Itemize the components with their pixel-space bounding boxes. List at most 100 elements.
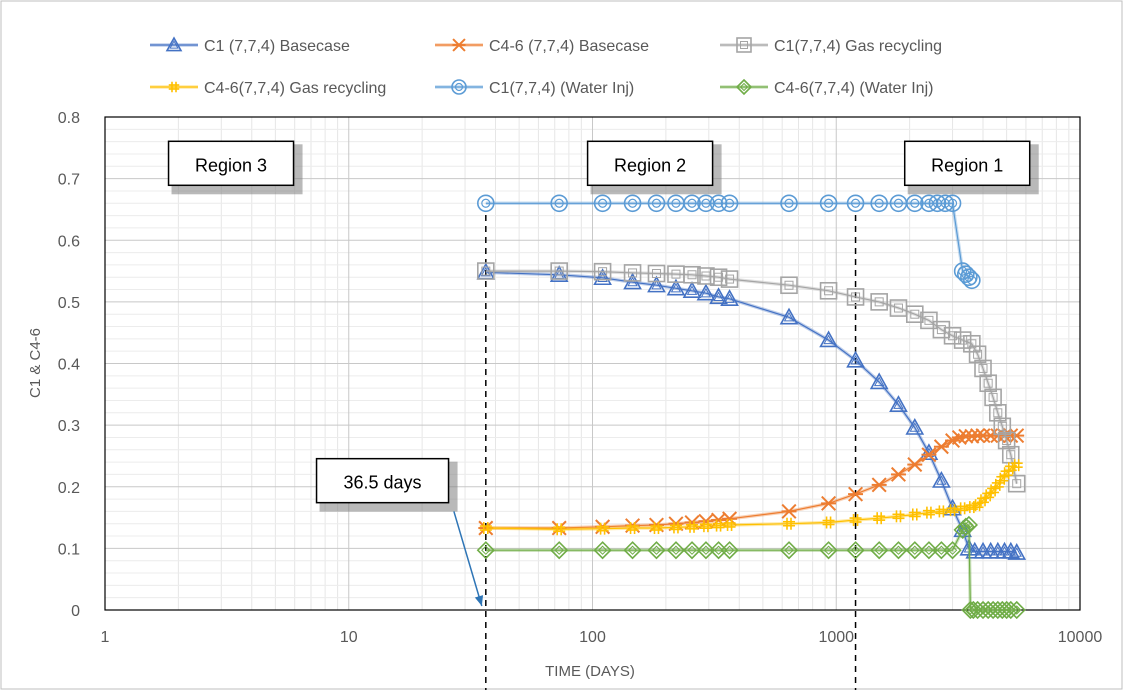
triangle-marker-inner [977,546,989,556]
diamond-marker [550,541,569,560]
square-marker-inner [651,269,661,279]
triangle-marker-inner [627,276,638,287]
circle-marker-inner [554,198,564,208]
diamond-marker-inner [850,545,861,555]
square-marker-inner [851,292,861,302]
triangle-marker [889,395,908,412]
circle-marker [846,194,865,213]
annotation-layer: Region 3 Region 2 Region 1 36.5 days [167,140,1039,607]
y-tick-label: 0.1 [58,541,80,558]
square-marker-inner [893,303,903,313]
triangle-marker-inner [873,376,885,387]
annotation-box [586,140,714,187]
triangle-marker-inner [713,291,724,302]
square-marker-inner [824,286,834,296]
diamond-marker-inner [874,545,884,555]
circle-marker [960,268,978,287]
diamond-marker [666,541,686,560]
y-tick-label: 0.5 [58,295,80,312]
x-axis-title: TIME (DAYS) [545,663,635,680]
diamond-marker [943,541,962,560]
circle-marker [550,194,568,213]
square-marker [647,264,666,283]
diamond-marker-inner [713,545,724,555]
diamond-marker-inner [964,520,974,530]
circle-marker [956,265,975,283]
circle-marker [647,194,666,213]
axis-layer: 1 10 100 1000 10000 0 0.1 0.2 0.3 0.4 0.5 0.6 0.7 0.8 [58,110,1103,646]
legend-item-4: C1(7,7,4) (Water Inj) [435,79,634,97]
diamond-marker [682,541,702,560]
diamond-marker [720,541,739,560]
arrow-line [453,511,483,607]
square-marker-inner [671,269,681,279]
triangle-marker [1001,541,1021,559]
triangle-marker-inner [823,334,834,345]
triangle-marker-inner [783,311,795,322]
x-tick-label: 10 [340,629,358,646]
triangle-marker [932,470,951,488]
triangle-marker-inner [169,40,179,49]
diamond-marker [846,541,865,560]
square-marker [870,293,888,311]
legend-item-2: C1(7,7,4) Gas recycling [720,37,942,55]
legend-label: C1 (7,7,4) Basecase [204,38,350,55]
square-marker-inner [725,274,735,284]
circle-marker-inner [671,198,681,208]
y-tick-label: 0.6 [58,233,80,250]
triangle-marker-inner [480,266,492,277]
square-marker-inner [598,267,608,277]
triangle-marker-inner [686,285,698,295]
series-layer [476,194,1027,620]
annotation-box [315,457,450,504]
square-marker-inner [714,272,724,282]
triangle-marker [953,520,972,538]
diamond-marker [623,541,642,560]
diamond-marker [593,541,612,560]
square-marker [932,320,951,339]
square-marker [968,345,987,364]
diamond-marker-inner [739,82,749,92]
square-marker-inner [740,41,748,49]
circle-marker-inner [597,198,608,208]
square-marker-inner [784,280,794,290]
circle-marker-inner [947,198,958,208]
series-line-core-3 [485,464,1017,530]
square-marker-inner [1002,436,1012,446]
circle-marker-inner [910,198,920,208]
annotation-label: Region 1 [931,155,1003,175]
circle-marker-inner [713,198,724,208]
plot-area-border [104,116,1081,611]
series-4 [477,194,981,290]
legend-item-0: C1 (7,7,4) Basecase [150,36,350,55]
square-marker [846,288,865,306]
square-marker [920,311,938,330]
diamond-marker [647,541,666,560]
circle-marker [683,194,701,213]
square-marker [709,268,728,287]
triangle-marker [696,283,716,301]
x-tick-label: 10000 [1058,629,1103,646]
y-tick-label: 0.2 [58,480,80,497]
square-marker [683,265,701,284]
square-marker [550,262,568,280]
arrow-head [474,595,484,606]
x-tick-label: 100 [579,629,606,646]
triangle-marker-inner [670,282,682,293]
y-tick-label: 0.7 [58,172,80,189]
diamond-marker-inner [597,545,608,555]
circle-marker-inner [967,275,977,285]
legend-label: C4-6(7,7,4) Gas recycling [204,80,386,97]
triangle-marker [779,307,799,325]
square-marker-inner [967,339,977,349]
diamond-marker [696,541,716,560]
circle-marker [870,194,888,213]
x-tick-label: 1 [101,629,110,646]
y-tick-label: 0.8 [58,110,80,127]
triangle-marker [869,372,889,390]
diamond-marker [1001,600,1020,620]
square-marker-inner [1012,479,1022,489]
circle-marker [720,194,739,213]
diamond-marker-inner [893,545,904,555]
